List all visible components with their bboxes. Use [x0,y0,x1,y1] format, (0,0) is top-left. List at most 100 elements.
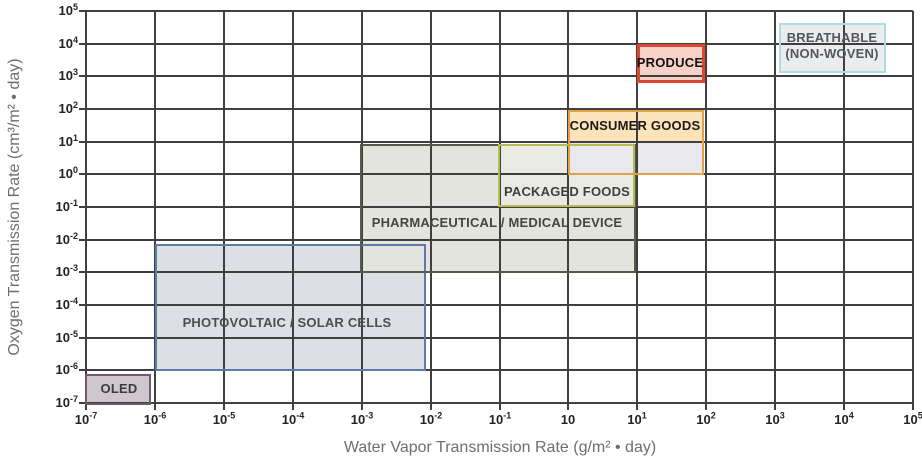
region-label-photovoltaic-solar-cells: PHOTOVOLTAIC / SOLAR CELLS [183,315,392,331]
tick-exponent: -4 [69,295,78,306]
y-tick-mark [79,43,86,45]
gridline-horizontal [86,10,913,12]
tick-exponent: 0 [72,164,78,175]
x-tick-mark [567,403,569,410]
tick-exponent: -3 [365,410,374,421]
tick-exponent: 2 [710,410,716,421]
x-tick-label: 105 [903,410,922,427]
y-tick-label: 10-7 [55,393,78,411]
x-tick-label: 103 [765,410,785,427]
y-tick-label: 105 [58,1,78,19]
x-tick-mark [430,403,432,410]
gridline-horizontal [86,239,913,241]
region-fill-oled [85,374,151,405]
region-label-breathable-non-woven: BREATHABLE (NON-WOVEN) [785,30,878,62]
y-tick-label: 10-4 [55,295,78,313]
x-axis-title: Water Vapor Transmission Rate (g/m² • da… [343,439,657,456]
tick-exponent: -7 [69,393,78,404]
x-tick-mark [154,403,156,410]
tick-exponent: -3 [69,262,78,273]
gridline-horizontal [86,337,913,339]
y-tick-label: 100 [58,164,78,182]
x-tick-label: 104 [834,410,854,427]
x-tick-label: 10-6 [143,410,167,427]
tick-exponent: -1 [69,197,78,208]
y-tick-label: 103 [58,66,78,84]
region-label-line: CONSUMER GOODS [569,118,701,133]
region-label-oled: OLED [101,381,138,397]
y-tick-label: 10-2 [55,230,78,248]
x-tick-label: 10 [560,412,576,427]
y-tick-mark [79,75,86,77]
tick-exponent: -5 [69,328,78,339]
gridline-horizontal [86,304,913,306]
x-tick-mark [499,403,501,410]
x-tick-label: 102 [696,410,716,427]
y-tick-label: 102 [58,99,78,117]
region-label-line: BREATHABLE [786,30,878,45]
x-tick-mark [774,403,776,410]
tick-exponent: -7 [89,410,98,421]
tick-exponent: 3 [72,66,78,77]
tick-exponent: 5 [917,410,922,421]
y-tick-mark [79,10,86,12]
tick-exponent: 1 [641,410,647,421]
tick-exponent: 3 [779,410,785,421]
region-border-oled [85,374,151,405]
y-tick-mark [79,369,86,371]
region-label-line: OLED [100,381,138,396]
tick-exponent: -6 [69,360,78,371]
region-border-packaged-foods [498,144,635,207]
tick-exponent: -4 [296,410,305,421]
gridline-horizontal [86,369,913,371]
y-tick-label: 10-5 [55,328,78,346]
tick-exponent: -2 [434,410,443,421]
tick-exponent: -1 [503,410,512,421]
tick-exponent: 4 [848,410,854,421]
x-tick-mark [361,403,363,410]
y-tick-label: 10-1 [55,197,78,215]
y-tick-mark [79,206,86,208]
tick-exponent: -5 [227,410,236,421]
x-tick-mark [636,403,638,410]
gridline-horizontal [86,108,913,110]
gridline-horizontal [86,141,913,143]
gridline-horizontal [86,206,913,208]
region-label-line: PHOTOVOLTAIC / SOLAR CELLS [182,315,392,330]
y-tick-mark [79,304,86,306]
y-tick-mark [79,108,86,110]
y-tick-label: 101 [58,132,78,150]
x-tick-label: 10-1 [488,410,512,427]
x-tick-label: 10-7 [74,410,98,427]
x-tick-label: 101 [627,410,647,427]
x-tick-label: 10-3 [350,410,374,427]
region-label-line: PHARMACEUTICAL / MEDICAL DEVICE [371,215,623,230]
x-tick-mark [292,403,294,410]
x-tick-mark [223,403,225,410]
x-tick-mark [85,403,87,410]
y-tick-mark [79,239,86,241]
tick-exponent: 4 [72,34,78,45]
x-tick-label: 10-4 [281,410,305,427]
region-label-produce: PRODUCE [637,55,703,71]
x-tick-mark [705,403,707,410]
gridline-vertical [912,11,914,403]
x-tick-mark [912,403,914,410]
region-border-breathable-non-woven [779,23,886,73]
region-border-consumer-goods [568,110,704,175]
x-tick-label: 10-2 [419,410,443,427]
x-tick-mark [843,403,845,410]
region-border-photovoltaic-solar-cells [155,244,426,371]
y-tick-mark [79,173,86,175]
gridline-horizontal [86,402,913,404]
region-label-consumer-goods: CONSUMER GOODS [570,118,701,134]
region-fill-breathable-non-woven [779,23,886,73]
region-label-line: PRODUCE [636,55,704,70]
gridline-horizontal [86,75,913,77]
region-label-line: (NON-WOVEN) [785,46,879,61]
y-tick-label: 10-3 [55,262,78,280]
region-label-pharmaceutical-medical-device: PHARMACEUTICAL / MEDICAL DEVICE [372,215,623,231]
y-tick-label: 10-6 [55,360,78,378]
tick-exponent: 1 [72,132,78,143]
